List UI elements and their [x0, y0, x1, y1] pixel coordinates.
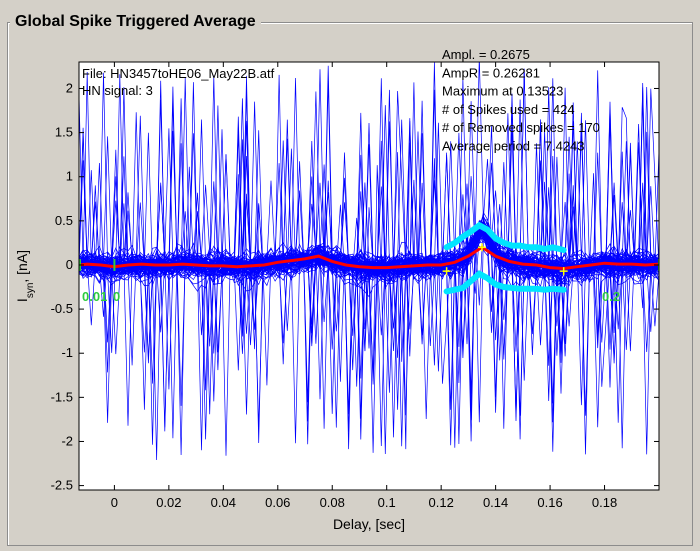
- average-trace: [79, 245, 659, 271]
- window-left-label: 0.01: [82, 289, 107, 304]
- x-tick-label: 0.04: [211, 495, 236, 510]
- x-tick-label: 0.02: [156, 495, 181, 510]
- x-tick-label: 0.16: [537, 495, 562, 510]
- x-tick-label: 0.08: [320, 495, 345, 510]
- y-axis-label-sub: syn: [25, 283, 36, 299]
- spike-trace: [79, 185, 659, 409]
- y-tick-label: 0: [66, 257, 73, 272]
- x-tick-label: 0.18: [592, 495, 617, 510]
- panel-title: Global Spike Triggered Average: [10, 12, 261, 32]
- y-tick-label: -0.5: [51, 301, 73, 316]
- y-axis-label-tail: , [nA]: [14, 250, 30, 283]
- window-left-marker: 0: [113, 289, 120, 304]
- y-tick-label: 0.5: [55, 213, 73, 228]
- y-tick-label: -2.5: [51, 478, 73, 493]
- stats-block: Ampl. = 0.2675 AmpR = 0.26281 Maximum at 0…: [442, 47, 600, 154]
- stat-line: AmpR = 0.26281: [442, 65, 540, 80]
- y-tick-label: 1: [66, 169, 73, 184]
- stat-line: Ampl. = 0.2675: [442, 47, 530, 62]
- y-tick-label: 2: [66, 80, 73, 95]
- x-tick-label: 0.06: [265, 495, 290, 510]
- x-tick-label: 0.12: [429, 495, 454, 510]
- x-tick-label: 0.1: [378, 495, 396, 510]
- stat-line: # of Removed spikes = 170: [442, 120, 600, 135]
- ci-lower-line: [443, 270, 567, 295]
- y-tick-label: -1.5: [51, 389, 73, 404]
- x-tick-label: 0.14: [483, 495, 508, 510]
- stat-line: # of Spikes used = 424: [442, 102, 575, 117]
- ci-upper-line: [443, 221, 567, 253]
- file-label: File: HN3457toHE06_May22B.atf: [82, 66, 275, 81]
- axis-ticks: 0 0.02 0.04 0.06 0.08 0.1 0.12 0.14 0.16 0.18 2 1.5…: [51, 62, 659, 510]
- y-tick-label: 1.5: [55, 125, 73, 140]
- x-axis-label: Delay, [sec]: [333, 516, 405, 532]
- y-tick-label: -1: [61, 345, 73, 360]
- stat-line: Maximum at 0.13523: [442, 84, 563, 99]
- spike-trace: [79, 89, 659, 279]
- y-tick-label: -2: [61, 433, 73, 448]
- window-right-label: 0.2: [602, 289, 620, 304]
- plot-frame: [78, 61, 660, 491]
- hn-signal-label: HN signal: 3: [82, 83, 153, 98]
- overlay-layer: [79, 221, 659, 295]
- y-axis-label-main: I: [14, 298, 30, 302]
- chart-panel: [7, 22, 693, 546]
- stat-line: Average period = 7.4243: [442, 139, 585, 154]
- x-tick-label: 0: [111, 495, 118, 510]
- spike-trace: [79, 86, 659, 309]
- y-axis-label: Isyn, [nA]: [14, 250, 36, 302]
